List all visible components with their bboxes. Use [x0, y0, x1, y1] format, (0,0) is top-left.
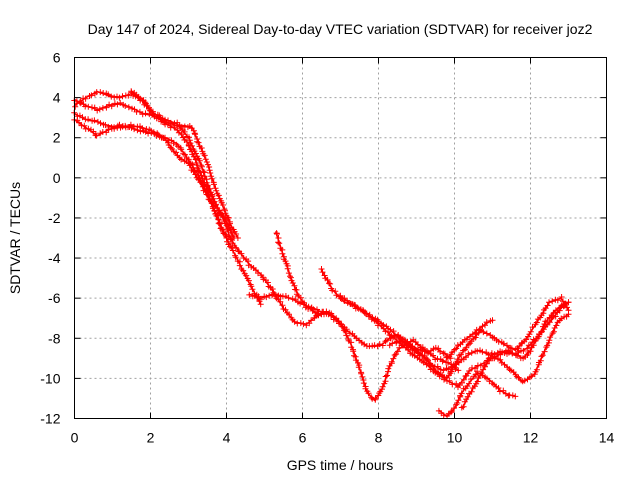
- series-sat-l: [458, 299, 572, 411]
- series-markers: [71, 109, 230, 241]
- series-sat-e: [128, 88, 241, 241]
- x-tick-label: 14: [599, 430, 615, 446]
- y-axis-label: SDTVAR / TECUs: [7, 182, 23, 294]
- plot-frame: [74, 57, 607, 419]
- y-tick-label: -4: [48, 250, 61, 266]
- series-markers: [443, 317, 496, 361]
- y-tick-label: -2: [48, 210, 61, 226]
- series-line: [73, 98, 235, 239]
- series-markers: [458, 299, 572, 411]
- series-markers: [72, 89, 325, 329]
- series-markers: [435, 368, 519, 419]
- x-tick-label: 8: [375, 430, 383, 446]
- series-markers: [386, 294, 572, 381]
- x-tick-label: 2: [147, 430, 155, 446]
- x-tick-label: 6: [299, 430, 307, 446]
- x-tick-label: 12: [523, 430, 539, 446]
- x-tick-label: 0: [71, 430, 79, 446]
- chart-title: Day 147 of 2024, Sidereal Day-to-day VTE…: [88, 21, 593, 37]
- x-tick-label: 4: [223, 430, 231, 446]
- series-sat-k: [435, 368, 519, 419]
- y-tick-label: 2: [53, 130, 61, 146]
- series-sat-j: [386, 294, 572, 381]
- y-tick-label: -6: [48, 290, 61, 306]
- y-tick-label: -8: [48, 330, 61, 346]
- y-tick-label: 6: [53, 50, 61, 66]
- series-sat-g: [246, 291, 462, 403]
- series-layer: [71, 88, 572, 419]
- series-sat-f: [273, 230, 454, 362]
- x-axis-label: GPS time / hours: [287, 457, 394, 473]
- x-tick-label: 10: [447, 430, 463, 446]
- series-sat-c: [71, 109, 230, 241]
- series-sat-a: [72, 89, 325, 329]
- series-sat-m: [443, 317, 496, 361]
- tick-layer: 0 2 4 6 8 10 12 14 -12 -10 -8 -6 -4 -2 0 2 4 6: [40, 50, 614, 446]
- series-markers: [128, 88, 241, 241]
- y-tick-label: -12: [40, 411, 60, 427]
- y-tick-label: -10: [40, 370, 60, 386]
- series-markers: [273, 230, 454, 362]
- y-tick-label: 0: [53, 170, 61, 186]
- y-tick-label: 4: [53, 90, 61, 106]
- series-markers: [246, 291, 462, 403]
